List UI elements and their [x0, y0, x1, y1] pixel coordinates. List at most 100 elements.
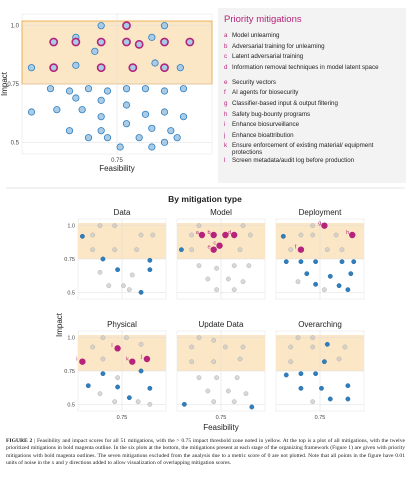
data-point-priority	[96, 37, 106, 47]
data-point-category	[115, 267, 121, 273]
data-point-priority	[71, 37, 81, 47]
data-point-other	[240, 344, 246, 350]
data-point	[122, 85, 131, 93]
data-point-other	[237, 247, 243, 253]
data-point-category	[324, 341, 330, 347]
data-point	[179, 85, 188, 93]
legend-text: Ensure enforcement of existing material/…	[232, 142, 374, 157]
data-point-other	[129, 272, 135, 278]
y-tick-label: 0.5	[67, 290, 75, 296]
data-point-other	[324, 247, 330, 253]
data-point-category	[313, 259, 318, 265]
x-tick-label: 0.75	[216, 415, 227, 421]
data-point-other	[150, 232, 156, 238]
data-point-other	[288, 359, 294, 365]
y-axis-label: Impact	[55, 312, 64, 337]
point-label: k	[126, 356, 129, 362]
data-point	[179, 113, 188, 121]
data-point-category	[345, 383, 351, 389]
data-point-category	[80, 233, 85, 239]
panel-title: Deployment	[299, 208, 342, 217]
data-point-category	[147, 257, 153, 263]
data-point	[84, 134, 93, 142]
data-point	[160, 22, 169, 30]
data-point-other	[189, 247, 195, 253]
point-label: e	[207, 244, 210, 250]
data-point-other	[214, 375, 220, 381]
data-point-other	[112, 247, 118, 253]
legend-key: k	[224, 142, 228, 150]
data-point-other	[333, 232, 339, 238]
legend-key: d	[224, 63, 228, 71]
data-point	[97, 96, 105, 104]
legend-key: i	[224, 121, 226, 129]
data-point-other	[247, 232, 253, 238]
data-point-category	[283, 259, 289, 265]
data-point-other	[288, 344, 294, 350]
data-point	[160, 138, 169, 146]
data-point-other	[97, 391, 103, 397]
point-label: f	[295, 244, 297, 250]
x-axis-label: Feasibility	[99, 164, 135, 173]
data-point-category	[138, 289, 144, 295]
data-point-other	[295, 335, 301, 341]
data-point-other	[243, 391, 249, 397]
data-point-other	[112, 399, 118, 405]
data-point	[72, 61, 80, 69]
data-point-priority	[222, 231, 229, 239]
legend-key: a	[224, 32, 228, 39]
section-title: By mitigation type	[168, 194, 242, 204]
panel-title: Data	[114, 208, 131, 217]
data-point-other	[121, 283, 126, 289]
y-tick-label: 0.5	[11, 140, 20, 146]
legend-item-b: b Adversarial training for unlearning	[224, 43, 404, 50]
data-point-other	[214, 287, 220, 293]
data-point-other	[100, 356, 106, 362]
data-point-priority	[321, 222, 328, 229]
data-point-category	[298, 371, 304, 377]
data-point-priority	[297, 246, 305, 253]
legend-key: g	[224, 100, 228, 107]
data-point-other	[97, 269, 103, 275]
data-point-other	[100, 335, 106, 341]
priority-legend: Priority mitigations a Model unlearning b A…	[218, 8, 406, 183]
data-point	[141, 110, 150, 118]
data-point	[103, 87, 112, 95]
data-point	[65, 127, 74, 135]
point-label: i	[76, 356, 77, 362]
data-point-category	[327, 273, 333, 279]
point-label: b	[207, 230, 210, 236]
data-point-other	[112, 223, 118, 229]
legend-text: Classifier-based input & output filterin…	[232, 100, 338, 107]
data-point	[116, 143, 124, 151]
legend-key: c	[224, 53, 228, 61]
data-point-category	[126, 395, 132, 401]
point-label: h	[346, 230, 349, 236]
data-point-other	[189, 344, 195, 350]
data-point-category	[339, 259, 345, 265]
legend-text: AI agents for biosecurity	[232, 89, 299, 97]
data-point-category	[280, 233, 286, 239]
data-point-category	[298, 385, 304, 391]
legend-item-h: h Safety bug-bounty programs	[224, 111, 404, 118]
data-point-category	[283, 372, 289, 378]
data-point-priority	[143, 355, 151, 363]
data-point-other	[196, 335, 202, 341]
data-point-other	[97, 223, 103, 229]
data-point-category	[351, 259, 357, 265]
data-point	[122, 120, 131, 128]
data-point-other	[90, 344, 96, 350]
data-point-priority	[210, 246, 217, 253]
legend-text: Screen metadata/audit log before product…	[232, 157, 355, 165]
point-label: a	[196, 230, 200, 236]
legend-text: Latent adversarial training	[232, 53, 304, 61]
y-tick-label: 1.0	[11, 24, 20, 30]
data-point-other	[214, 265, 220, 271]
data-point	[27, 64, 36, 72]
data-point	[151, 59, 159, 67]
legend-title: Priority mitigations	[224, 14, 302, 25]
data-point-category	[298, 259, 304, 265]
data-point	[167, 127, 175, 135]
data-point-other	[135, 399, 141, 405]
data-point-priority	[79, 358, 86, 365]
